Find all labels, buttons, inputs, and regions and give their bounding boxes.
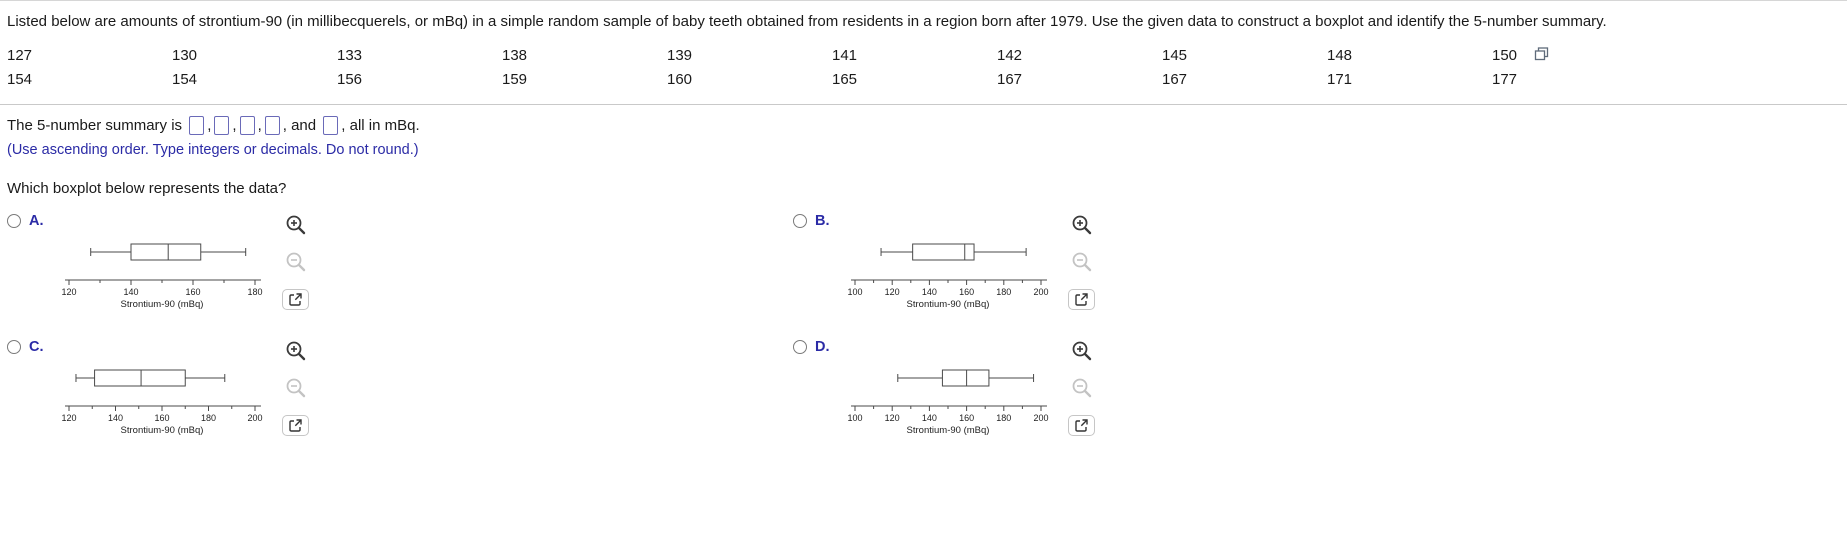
svg-text:120: 120 [885,413,900,423]
summary-input-max[interactable] [323,116,339,135]
data-value: 145 [1162,47,1188,64]
data-value: 167 [1162,71,1188,88]
format-note: (Use ascending order. Type integers or d… [7,142,419,158]
data-value: 159 [502,71,528,88]
svg-text:120: 120 [885,287,900,297]
data-value: 130 [172,47,198,64]
summary-prefix: The 5-number summary is [7,117,183,134]
data-value: 148 [1327,47,1353,64]
svg-text:100: 100 [847,287,862,297]
data-value: 127 [7,47,33,64]
data-value: 133 [337,47,363,64]
external-link-icon[interactable] [1068,415,1095,436]
svg-text:180: 180 [996,287,1011,297]
separator: , [207,117,212,134]
option-c-radio[interactable] [7,340,21,354]
zoom-out-icon[interactable] [1071,377,1093,399]
data-value: 171 [1327,71,1353,88]
option-b-label[interactable]: B. [815,213,830,229]
external-link-icon[interactable] [1068,289,1095,310]
section-divider [0,104,1847,105]
svg-text:Strontium-90 (mBq): Strontium-90 (mBq) [121,299,204,310]
svg-text:120: 120 [61,287,76,297]
svg-text:Strontium-90 (mBq): Strontium-90 (mBq) [907,299,990,310]
zoom-in-icon[interactable] [285,214,307,236]
copy-data-icon[interactable] [1534,47,1549,61]
zoom-in-icon[interactable] [1071,340,1093,362]
data-value: 156 [337,71,363,88]
summary-input-q3[interactable] [264,116,280,135]
svg-text:160: 160 [185,287,200,297]
svg-text:160: 160 [959,413,974,423]
svg-text:160: 160 [154,413,169,423]
zoom-in-icon[interactable] [285,340,307,362]
summary-suffix: , all in mBq. [341,117,420,134]
zoom-in-icon[interactable] [1071,214,1093,236]
data-value: 138 [502,47,528,64]
option-d: D. 100 120 140 160 180 200 Strontium-90 (mBq) [793,338,1095,450]
option-b-radio[interactable] [793,214,807,228]
svg-text:140: 140 [123,287,138,297]
boxplot-c: 120 140 160 180 200 Strontium-90 (mBq) [61,369,263,436]
svg-text:120: 120 [61,413,76,423]
data-value: 177 [1492,71,1518,88]
answer-options: A. 120 140 160 180 Strontium-90 (mBq) B. 1 [7,212,1847,450]
summary-input-q1[interactable] [214,116,230,135]
data-value: 154 [7,71,33,88]
option-c-label[interactable]: C. [29,339,44,355]
boxplot-question: Which boxplot below represents the data? [7,180,287,197]
svg-text:180: 180 [247,287,262,297]
five-number-summary-line: The 5-number summary is , , , , and , al… [7,116,1847,135]
zoom-out-icon[interactable] [285,251,307,273]
svg-text:200: 200 [1033,413,1048,423]
summary-input-median[interactable] [239,116,255,135]
data-value: 165 [832,71,858,88]
data-value: 139 [667,47,693,64]
boxplot-d: 100 120 140 160 180 200 Strontium-90 (mBq) [847,369,1049,436]
svg-text:Strontium-90 (mBq): Strontium-90 (mBq) [121,425,204,436]
svg-text:160: 160 [959,287,974,297]
svg-text:140: 140 [922,413,937,423]
data-value: 150 [1492,47,1518,64]
zoom-out-icon[interactable] [1071,251,1093,273]
option-a-radio[interactable] [7,214,21,228]
svg-text:180: 180 [996,413,1011,423]
svg-text:200: 200 [247,413,262,423]
option-d-radio[interactable] [793,340,807,354]
data-value: 160 [667,71,693,88]
svg-text:140: 140 [108,413,123,423]
option-b: B. 100 120 140 160 180 200 Strontium-90 (mBq) [793,212,1095,324]
external-link-icon[interactable] [282,289,309,310]
and-label: and [291,117,317,134]
boxplot-a: 120 140 160 180 Strontium-90 (mBq) [61,243,263,310]
option-a-label[interactable]: A. [29,213,44,229]
external-link-icon[interactable] [282,415,309,436]
svg-text:140: 140 [922,287,937,297]
data-value: 167 [997,71,1023,88]
zoom-out-icon[interactable] [285,377,307,399]
option-d-label[interactable]: D. [815,339,830,355]
assignment-page: Listed below are amounts of strontium-90… [0,0,1847,450]
svg-text:200: 200 [1033,287,1048,297]
svg-text:100: 100 [847,413,862,423]
question-text: Listed below are amounts of strontium-90… [7,13,1607,30]
data-value: 154 [172,71,198,88]
svg-text:Strontium-90 (mBq): Strontium-90 (mBq) [907,425,990,436]
svg-text:180: 180 [201,413,216,423]
separator: , [282,117,287,134]
data-value: 142 [997,47,1023,64]
boxplot-b: 100 120 140 160 180 200 Strontium-90 (mBq) [847,243,1049,310]
option-c: C. 120 140 160 180 200 Strontium-90 (mBq) [7,338,309,450]
data-value: 141 [832,47,858,64]
option-a: A. 120 140 160 180 Strontium-90 (mBq) [7,212,309,324]
summary-input-min[interactable] [189,116,205,135]
separator: , [257,117,262,134]
data-table: 127 130 133 138 139 141 142 145 148 150 154 154 156 1… [7,44,1667,92]
separator: , [232,117,237,134]
